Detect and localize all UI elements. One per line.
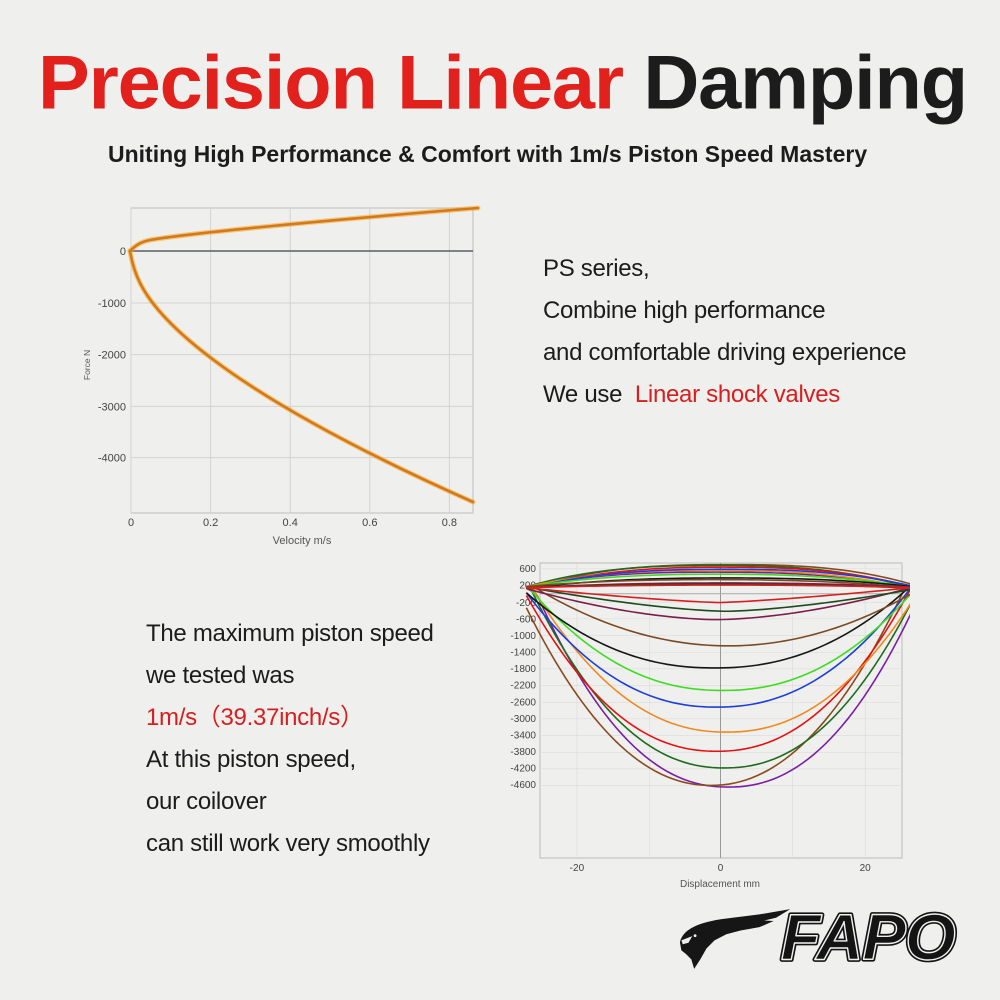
- svg-text:-4200: -4200: [510, 764, 536, 775]
- svg-text:Displacement mm: Displacement mm: [680, 879, 760, 890]
- svg-text:Force N: Force N: [82, 350, 92, 380]
- svg-text:-3400: -3400: [510, 731, 536, 742]
- svg-text:-20: -20: [570, 863, 585, 874]
- svg-text:-1000: -1000: [510, 631, 536, 642]
- svg-text:-2600: -2600: [510, 698, 536, 709]
- svg-text:-1000: -1000: [98, 298, 126, 310]
- svg-text:0.4: 0.4: [283, 517, 298, 529]
- svg-text:0: 0: [128, 517, 134, 529]
- svg-text:0.2: 0.2: [203, 517, 218, 529]
- svg-text:20: 20: [860, 863, 872, 874]
- svg-text:0.6: 0.6: [362, 517, 377, 529]
- svg-text:-1400: -1400: [510, 648, 536, 659]
- svg-text:-1800: -1800: [510, 664, 536, 675]
- svg-text:-4000: -4000: [98, 453, 126, 465]
- svg-text:-3000: -3000: [510, 714, 536, 725]
- svg-text:-4600: -4600: [510, 780, 536, 791]
- svg-text:0: 0: [120, 246, 126, 258]
- svg-text:0.8: 0.8: [442, 517, 457, 529]
- svg-text:-2000: -2000: [98, 350, 126, 362]
- svg-text:600: 600: [519, 564, 536, 575]
- svg-text:-2200: -2200: [510, 681, 536, 692]
- svg-text:Velocity m/s: Velocity m/s: [273, 535, 332, 547]
- svg-text:-3800: -3800: [510, 747, 536, 758]
- svg-text:-3000: -3000: [98, 401, 126, 413]
- svg-text:0: 0: [718, 863, 724, 874]
- svg-text:FAPO: FAPO: [781, 908, 955, 970]
